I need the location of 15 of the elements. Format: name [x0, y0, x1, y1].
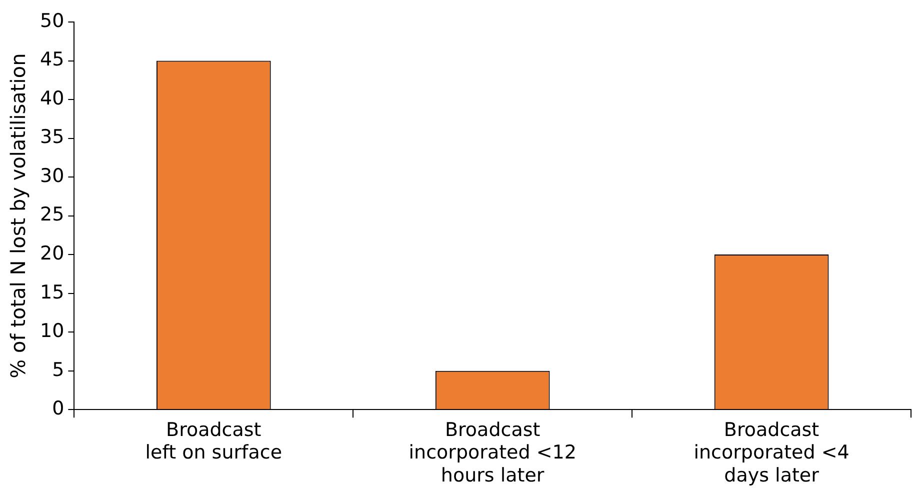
y-tick-label: 35 — [40, 126, 64, 148]
y-tick-label: 50 — [40, 10, 64, 32]
y-tick-label: 5 — [52, 358, 64, 381]
y-tick-label: 20 — [40, 242, 64, 264]
y-tick-label: 40 — [40, 87, 64, 110]
y-tick-label: 25 — [40, 204, 64, 226]
x-tick-label: Broadcast left on surface — [145, 418, 282, 464]
x-tick-label: Broadcast incorporated <12 hours later — [408, 418, 576, 487]
x-tick-label: Broadcast incorporated <4 days later — [694, 418, 850, 487]
y-tick-label: 30 — [40, 164, 64, 187]
y-tick-label: 15 — [40, 281, 64, 304]
y-axis-title: % of total N lost by volatilisation — [6, 53, 30, 378]
y-tick-label: 45 — [40, 48, 64, 71]
y-tick-label: 0 — [52, 398, 64, 420]
y-tick-label: 10 — [40, 320, 64, 342]
